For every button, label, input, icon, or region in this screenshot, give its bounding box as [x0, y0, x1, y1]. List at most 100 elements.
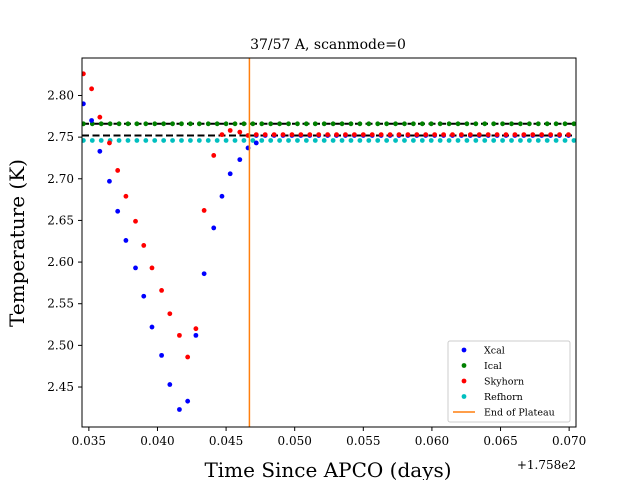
ical-plateau-point [553, 121, 559, 127]
refhorn-plateau-point [223, 138, 229, 143]
xcal-point [82, 101, 86, 107]
ical-plateau-point [464, 121, 470, 127]
ical-plateau-point [205, 121, 211, 127]
ical-plateau-point [107, 121, 113, 127]
ical-plateau-point [446, 121, 452, 127]
xcal-point [149, 324, 155, 330]
skyhorn-plateau-point [298, 132, 304, 138]
xcal-point [237, 157, 243, 163]
skyhorn-plateau-point [378, 132, 384, 138]
ical-plateau-point [286, 121, 291, 127]
ical-plateau-point [268, 121, 274, 127]
refhorn-plateau-point [125, 138, 131, 143]
ical-plateau-point [428, 121, 434, 127]
xcal-point [167, 382, 173, 387]
skyhorn-plateau-point [432, 132, 438, 138]
legend-label-ical: Ical [484, 361, 502, 372]
x-axis-offset-label: +1.758e2 [517, 458, 576, 472]
x-tick-label: 0.070 [552, 434, 586, 448]
refhorn-plateau-point [500, 138, 505, 143]
refhorn-plateau-point [196, 138, 202, 143]
skyhorn-point [159, 287, 164, 293]
refhorn-plateau-point [428, 138, 434, 143]
skyhorn-plateau-point [566, 132, 571, 138]
refhorn-plateau-point [98, 138, 104, 143]
refhorn-plateau-point [232, 138, 238, 143]
skyhorn-plateau-point [467, 132, 473, 138]
skyhorn-point [167, 311, 173, 317]
skyhorn-point [89, 86, 95, 92]
legend-label-xcal: Xcal [484, 346, 505, 357]
refhorn-plateau-point [303, 138, 309, 143]
ical-plateau-point [518, 121, 523, 127]
xcal-point [253, 140, 259, 146]
skyhorn-plateau-point [494, 132, 500, 138]
ical-plateau-point [526, 121, 532, 127]
refhorn-plateau-point [277, 138, 282, 143]
refhorn-plateau-point [286, 138, 291, 143]
refhorn-plateau-point [348, 138, 354, 143]
ical-plateau-point [188, 121, 193, 127]
refhorn-plateau-point [312, 138, 318, 143]
refhorn-plateau-point [161, 138, 167, 143]
refhorn-plateau-point [509, 138, 514, 143]
refhorn-plateau-point [214, 138, 220, 143]
refhorn-plateau-point [491, 138, 497, 143]
skyhorn-point [227, 128, 233, 133]
skyhorn-plateau-point [262, 132, 268, 138]
refhorn-plateau-point [393, 138, 398, 143]
y-tick-label: 2.65 [47, 213, 74, 227]
refhorn-plateau-point [188, 138, 193, 143]
skyhorn-point [237, 129, 243, 135]
ical-plateau-point [241, 121, 247, 127]
xcal-point [227, 171, 233, 177]
y-axis: 2.45 2.50 2.55 2.60 2.65 2.70 2.75 2.80 [47, 88, 82, 394]
xcal-point [185, 398, 191, 404]
ical-plateau-point [357, 121, 363, 127]
y-tick-label: 2.50 [47, 338, 74, 352]
ical-plateau-point [500, 121, 505, 127]
legend-marker-ical [461, 363, 467, 368]
refhorn-plateau-point [464, 138, 470, 143]
skyhorn-plateau-point [485, 132, 491, 138]
x-tick-label: 0.055 [346, 434, 380, 448]
xcal-point [159, 352, 164, 358]
chart-title: 37/57 A, scanmode=0 [250, 37, 406, 53]
ical-plateau-point [509, 121, 514, 127]
refhorn-plateau-point [446, 138, 452, 143]
refhorn-plateau-point [384, 138, 390, 143]
ical-plateau-point [544, 121, 550, 127]
ical-plateau-point [125, 121, 131, 127]
ical-plateau-point [143, 121, 149, 127]
skyhorn-plateau-point [441, 132, 446, 138]
ical-plateau-point [152, 121, 158, 127]
skyhorn-plateau-point [476, 132, 482, 138]
refhorn-plateau-point [152, 138, 158, 143]
refhorn-plateau-point [259, 138, 265, 143]
skyhorn-plateau-point [360, 132, 366, 138]
refhorn-plateau-point [295, 138, 300, 143]
xcal-point [201, 271, 207, 277]
legend: Xcal Ical Skyhorn Refhorn End of Plateau [447, 340, 571, 423]
ical-plateau-point [134, 121, 140, 127]
x-tick-label: 0.035 [72, 434, 106, 448]
refhorn-plateau-point [268, 138, 274, 143]
ical-plateau-point [455, 121, 461, 127]
skyhorn-plateau-point [253, 132, 259, 138]
skyhorn-plateau-point [369, 132, 375, 138]
refhorn-plateau-point [402, 138, 407, 143]
refhorn-plateau-point [339, 138, 345, 143]
skyhorn-plateau-point [325, 132, 331, 138]
ical-plateau-point [321, 121, 327, 127]
ical-plateau-point [339, 121, 345, 127]
ical-plateau-point [223, 121, 229, 127]
ical-plateau-point [179, 121, 184, 127]
ical-plateau-point [393, 121, 398, 127]
xcal-point [123, 238, 129, 243]
xcal-point [141, 293, 147, 299]
y-tick-label: 2.75 [47, 130, 74, 144]
legend-marker-refhorn [461, 394, 467, 399]
ical-plateau-point [437, 121, 443, 127]
skyhorn-point [97, 114, 103, 120]
